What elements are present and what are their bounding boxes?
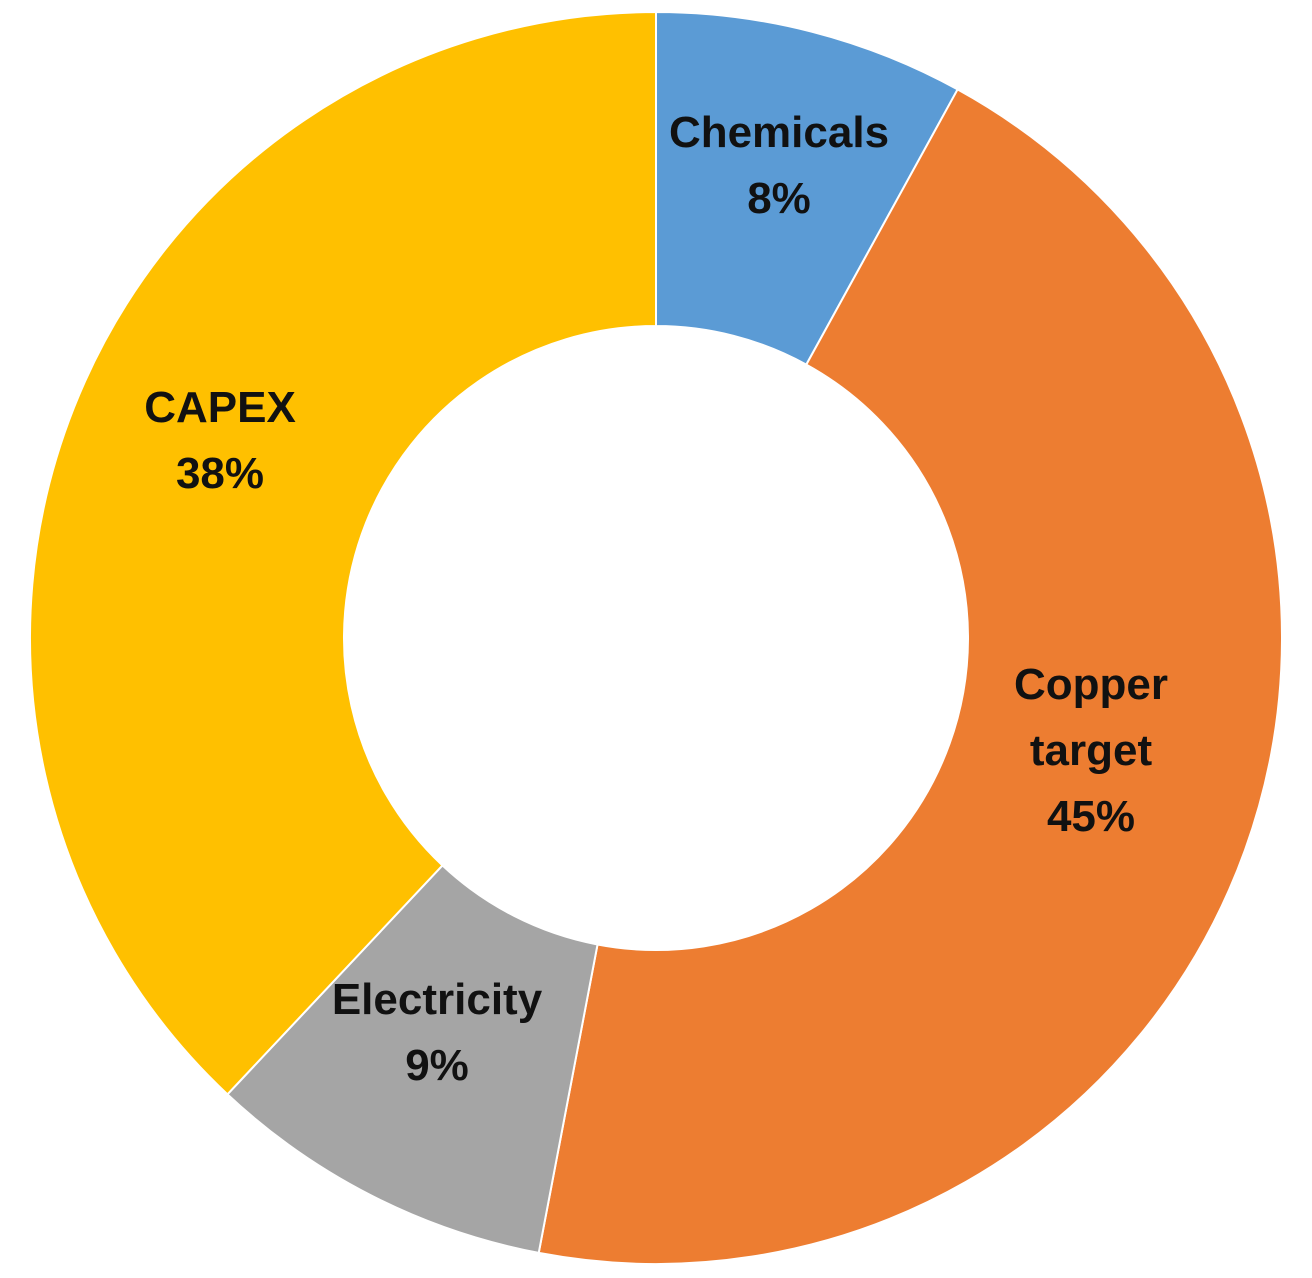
category-label-copper-target-0: Copper bbox=[1014, 660, 1168, 709]
slice-labels: Chemicals 8% Copper target 45% Electricity 9% C… bbox=[144, 108, 1168, 1090]
category-label-chemicals-0: Chemicals bbox=[669, 108, 889, 157]
value-label-capex: 38% bbox=[176, 449, 264, 498]
value-label-chemicals: 8% bbox=[747, 174, 811, 223]
slice-capex bbox=[29, 10, 657, 1096]
slice-copper-target bbox=[537, 88, 1283, 1265]
value-label-electricity: 9% bbox=[405, 1041, 469, 1090]
category-label-capex-0: CAPEX bbox=[144, 383, 296, 432]
category-label-copper-target-1: target bbox=[1030, 726, 1153, 775]
donut-slices bbox=[29, 10, 1283, 1265]
slice-electricity bbox=[226, 864, 599, 1255]
category-label-electricity-0: Electricity bbox=[332, 975, 543, 1024]
value-label-copper-target: 45% bbox=[1047, 792, 1135, 841]
slice-chemicals bbox=[655, 10, 959, 366]
